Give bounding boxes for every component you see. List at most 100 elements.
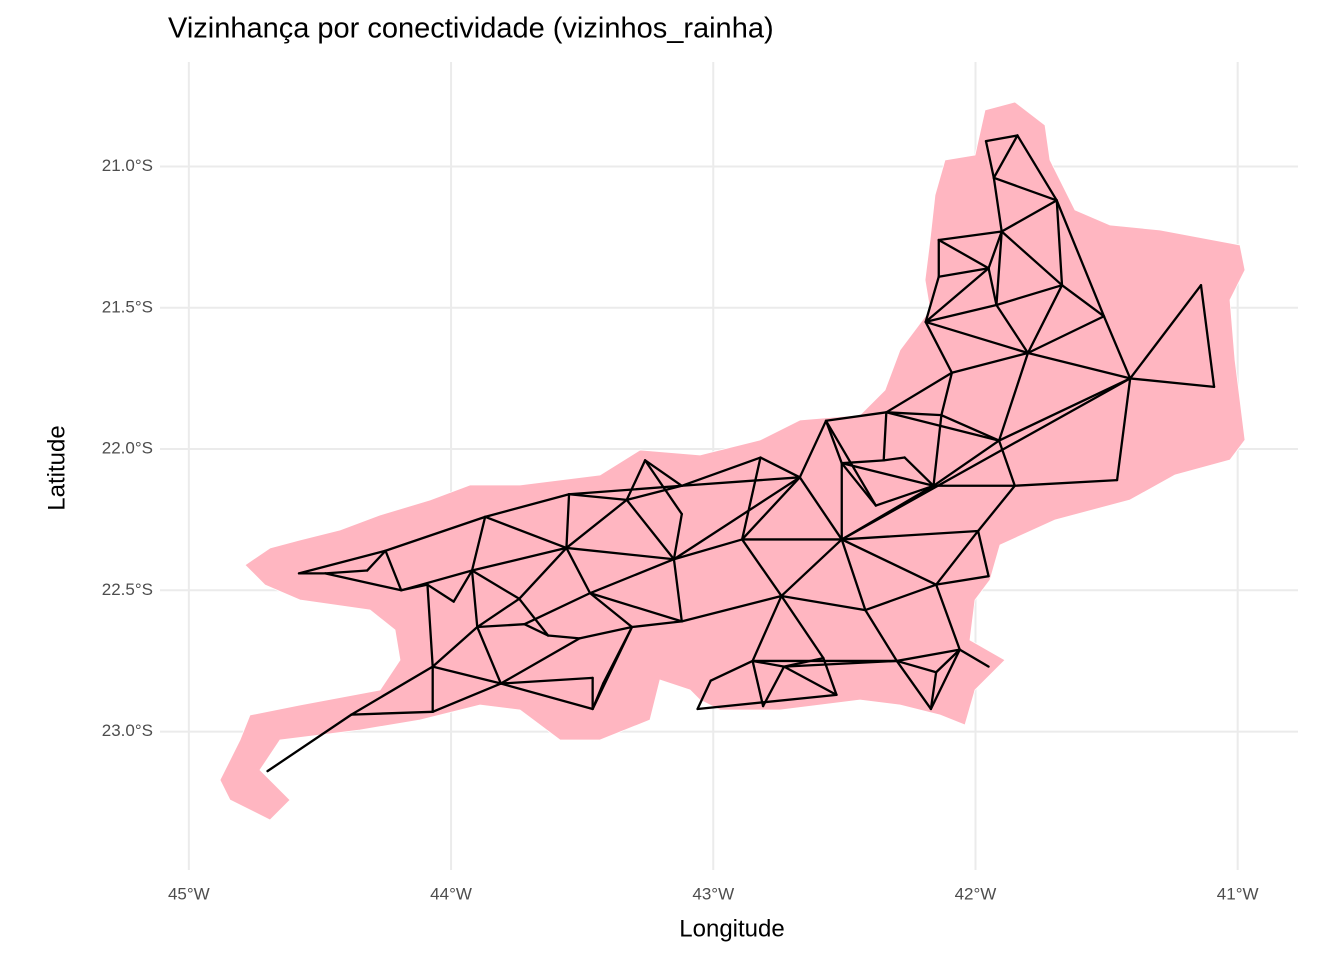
neighbor-edge [950, 351, 1030, 374]
neighbor-edge [824, 419, 843, 465]
neighbor-edge [1060, 284, 1106, 318]
y-tick-label: 21.0°S [102, 156, 153, 175]
neighbor-edge [483, 515, 568, 550]
neighbor-edge [565, 546, 592, 595]
neighbor-edge [987, 230, 1003, 270]
neighbor-edge [588, 591, 634, 629]
neighbor-edge [1026, 315, 1106, 355]
neighbor-edge [324, 569, 369, 575]
neighbor-edge [1016, 134, 1058, 202]
neighbor-edge [924, 303, 998, 324]
x-tick-label: 42°W [955, 884, 997, 903]
neighbor-edge [934, 583, 961, 651]
neighbor-edge [426, 583, 434, 668]
y-axis-title: Latitude [43, 425, 70, 510]
neighbor-edge [780, 538, 843, 598]
neighbor-edge [840, 459, 885, 465]
neighbor-edge [297, 549, 387, 575]
neighbor-edge [995, 230, 1003, 307]
neighbor-edge [940, 371, 954, 417]
neighbor-edge [780, 594, 867, 612]
neighbor-edge [523, 623, 550, 637]
neighbor-edge [567, 493, 628, 502]
neighbor-edge [1026, 351, 1132, 380]
neighbor-edge [1199, 284, 1216, 389]
neighbor-edge [426, 583, 455, 603]
neighbor-edge [782, 656, 825, 668]
neighbor-edge [565, 493, 571, 550]
neighbor-edge [885, 411, 943, 417]
neighbor-edge [384, 515, 487, 552]
neighbor-edge [499, 637, 581, 685]
neighbor-edge [483, 493, 571, 519]
neighbor-edge [929, 671, 938, 711]
neighbor-edge [987, 267, 998, 307]
neighbor-edge [350, 665, 434, 716]
x-tick-label: 45°W [168, 884, 210, 903]
neighbor-edge [643, 459, 683, 487]
neighbor-edge [1102, 315, 1132, 380]
neighbor-edge [431, 625, 479, 668]
neighbor-edge [546, 634, 581, 640]
neighbor-edge [840, 377, 1132, 541]
neighbor-edge [1129, 284, 1203, 380]
neighbor-edge [470, 569, 479, 629]
neighbor-edge [903, 456, 935, 487]
neighbor-edge [840, 538, 938, 586]
neighbor-edge [384, 549, 403, 592]
neighbor-edge [895, 648, 961, 663]
neighbor-edge [680, 594, 783, 623]
neighbor-edge [934, 648, 961, 674]
neighbor-edge [476, 623, 526, 629]
neighbor-edge [470, 515, 487, 572]
neighbor-edge [924, 320, 1030, 355]
neighbor-edge [984, 139, 995, 179]
neighbor-edge [895, 659, 938, 674]
neighbor-edge [523, 591, 592, 626]
neighbor-edge [885, 371, 954, 414]
neighbor-edge [567, 484, 683, 496]
neighbor-edge [588, 558, 676, 595]
neighbor-edge [997, 377, 1132, 442]
neighbor-edge [591, 682, 605, 711]
neighbor-edge [992, 176, 1058, 202]
neighbor-edge [759, 456, 801, 479]
neighbor-edge [365, 549, 387, 572]
neighbor-edge [924, 275, 940, 324]
neighbor-edge [1129, 377, 1216, 389]
neighbor-edge [995, 284, 1064, 307]
neighbor-edge [672, 512, 683, 561]
neighbor-edge [782, 665, 838, 696]
neighbor-edge [924, 267, 990, 324]
neighbor-edge [680, 476, 801, 487]
neighbor-edge [518, 597, 550, 637]
chart-title: Vizinhança por conectividade (vizinhos_r… [168, 13, 774, 45]
neighbor-edge [680, 456, 762, 487]
neighbor-edge [937, 230, 1003, 242]
neighbor-edge [992, 176, 1003, 233]
neighbor-edge [740, 476, 801, 541]
neighbor-edge [588, 591, 683, 623]
neighbor-edge [709, 659, 754, 682]
neighbor-edge [1000, 230, 1064, 287]
neighbor-edge [1013, 478, 1119, 487]
neighbor-edge [431, 682, 503, 713]
neighbor-edge [476, 625, 503, 685]
region-shape [219, 101, 1246, 821]
x-axis-title: Longitude [679, 915, 784, 942]
neighbor-edge [1055, 199, 1106, 318]
neighbor-edge [499, 682, 594, 711]
neighbor-edge [934, 575, 990, 586]
neighbor-edge [822, 656, 838, 696]
neighbor-edge [885, 411, 1001, 442]
neighbor-edge [895, 659, 933, 711]
neighbor-edge [625, 459, 647, 502]
neighbor-edge [350, 710, 434, 716]
neighbor-edge [995, 303, 1030, 355]
neighbor-edge [934, 529, 980, 586]
neighbor-edge [476, 597, 521, 629]
neighbor-edge [840, 462, 877, 507]
x-tick-label: 41°W [1217, 884, 1259, 903]
neighbor-edge [958, 648, 990, 668]
neighbor-edge [630, 620, 683, 629]
